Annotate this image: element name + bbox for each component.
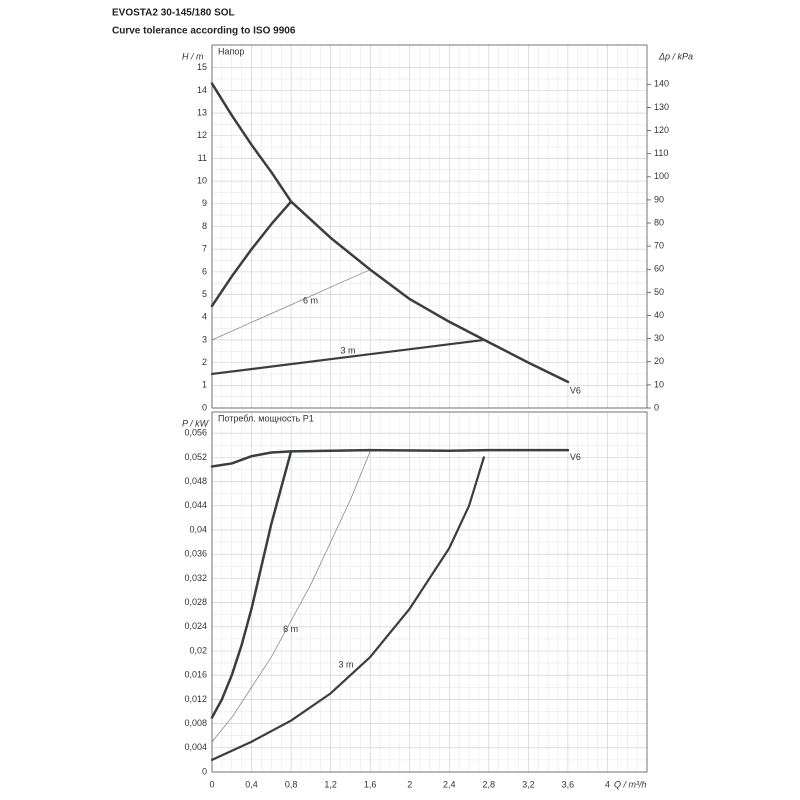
y-tick-label: 0,016 [184, 670, 207, 680]
chart-subtitle: Curve tolerance according to ISO 9906 [112, 26, 296, 37]
curve-label: V6 [570, 385, 581, 395]
x-tick-label: 2,8 [483, 779, 496, 789]
y-tick-label: 0,056 [184, 428, 207, 438]
y-tick-label: 10 [197, 176, 207, 186]
y-tick-label: 0 [202, 766, 207, 776]
y-tick-label: 4 [202, 312, 207, 322]
plot-frame [211, 411, 648, 773]
curve-label: 3 m [341, 346, 356, 356]
curve [211, 269, 371, 341]
curve [210, 338, 485, 376]
y-tick-label: 7 [202, 244, 207, 254]
panel-label: Напор [218, 46, 244, 56]
x-tick-label: 3,6 [562, 779, 575, 789]
curve-label: 3 m [339, 659, 354, 669]
x-tick-label: 2 [407, 779, 412, 789]
x-axis-label: Q / m³/h [614, 779, 647, 789]
y-tick-label: 0,048 [184, 476, 207, 486]
y2-tick-label: 40 [654, 310, 664, 320]
curve-label: 6 m [283, 624, 298, 634]
y2-tick-label: 110 [654, 148, 668, 158]
panel-label: Потребл. мощность P1 [218, 413, 314, 423]
y2-tick-label: 70 [654, 241, 664, 251]
curve [210, 200, 293, 308]
y2-tick-label: 10 [654, 379, 664, 389]
y-tick-label: 0,028 [184, 597, 207, 607]
y-tick-label: 15 [197, 62, 207, 72]
y2-tick-label: 0 [654, 402, 659, 412]
y2-tick-label: 120 [654, 125, 669, 135]
y-tick-label: 0,044 [184, 500, 207, 510]
y-tick-label: 0,032 [184, 573, 207, 583]
x-tick-label: 0,4 [245, 779, 258, 789]
x-tick-label: 1,2 [324, 779, 337, 789]
x-tick-label: 2,4 [443, 779, 456, 789]
y-tick-label: 0,012 [184, 694, 207, 704]
y2-tick-label: 60 [654, 264, 664, 274]
y-tick-label: 9 [202, 198, 207, 208]
y-tick-label: 6 [202, 266, 207, 276]
y-tick-label: 12 [197, 130, 207, 140]
y-tick-label: 0,024 [184, 621, 207, 631]
curve [210, 456, 485, 761]
y-tick-label: 0 [202, 402, 207, 412]
y-tick-label: 1 [202, 380, 207, 390]
y-tick-label: 3 [202, 334, 207, 344]
y-tick-label: 14 [197, 85, 207, 95]
y2-tick-label: 20 [654, 356, 664, 366]
x-tick-label: 0 [209, 779, 214, 789]
x-tick-label: 0,8 [285, 779, 298, 789]
y-tick-label: 13 [197, 107, 207, 117]
x-tick-label: 3,2 [522, 779, 535, 789]
y-tick-label: 5 [202, 289, 207, 299]
chart-title: EVOSTA2 30-145/180 SOL [112, 8, 235, 19]
curve-label: 6 m [303, 296, 318, 306]
y2-tick-label: 100 [654, 171, 669, 181]
y-tick-label: 8 [202, 221, 207, 231]
plot-frame [211, 44, 648, 409]
y2-tick-label: 140 [654, 79, 669, 89]
y2-tick-label: 130 [654, 102, 669, 112]
x-tick-label: 4 [605, 779, 610, 789]
y-tick-label: 0,052 [184, 452, 207, 462]
y-axis-label: P / kW [182, 418, 210, 428]
y-tick-label: 0,004 [184, 742, 207, 752]
y-tick-label: 0,02 [189, 645, 207, 655]
y2-tick-label: 90 [654, 194, 664, 204]
y-tick-label: 2 [202, 357, 207, 367]
curve [210, 450, 293, 719]
curve-label: V6 [570, 452, 581, 462]
y2-tick-label: 80 [654, 217, 664, 227]
x-tick-label: 1,6 [364, 779, 377, 789]
y-axis-label: H / m [182, 51, 204, 61]
y2-tick-label: 50 [654, 287, 664, 297]
curve [211, 451, 371, 743]
y2-tick-label: 30 [654, 333, 664, 343]
y-tick-label: 0,036 [184, 549, 207, 559]
y-tick-label: 0,04 [189, 524, 207, 534]
y-tick-label: 0,008 [184, 718, 207, 728]
y-tick-label: 11 [198, 153, 207, 163]
curve [210, 82, 570, 384]
y2-axis-label: Δp / kPa [658, 51, 693, 61]
